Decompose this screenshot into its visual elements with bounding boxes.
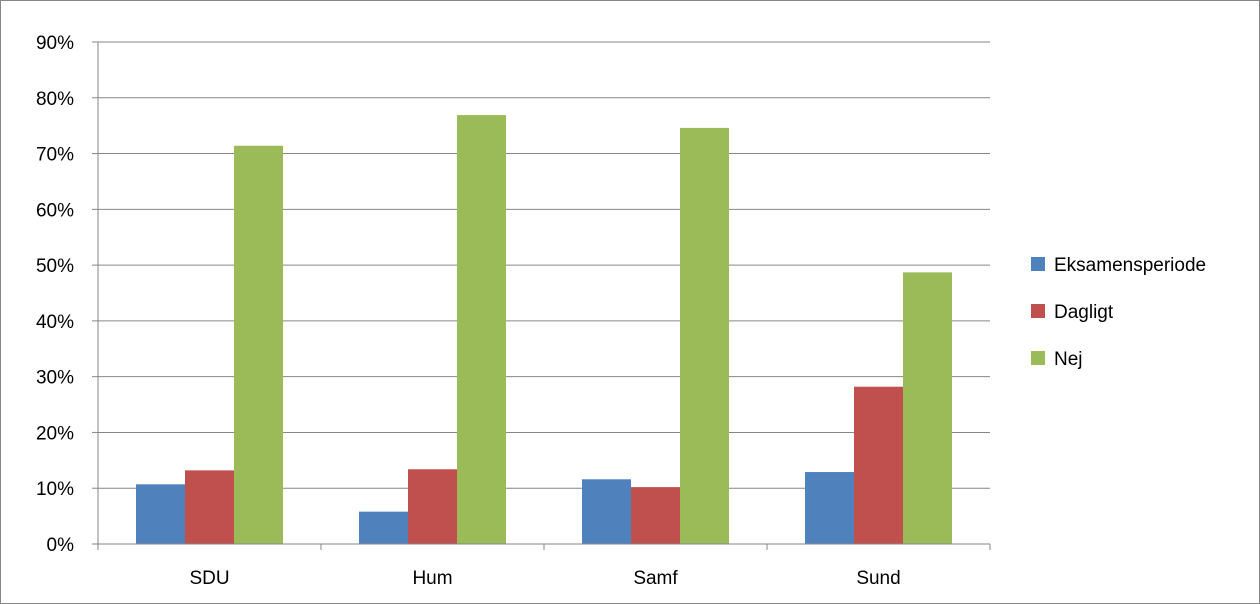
bar-nej-sdu: [234, 145, 283, 544]
y-tick-label: 60%: [36, 200, 74, 221]
legend: Eksamensperiode Dagligt Nej: [1031, 255, 1206, 370]
bar-dagligt-samf: [631, 487, 680, 544]
legend-label-nej: Nej: [1054, 349, 1083, 370]
y-axis-tick-labels: 0% 10% 20% 30% 40% 50% 60% 70% 80% 90%: [36, 33, 99, 556]
bar-eksamensperiode-sund: [805, 472, 854, 544]
legend-label-dagligt: Dagligt: [1054, 302, 1114, 323]
y-tick-label: 40%: [36, 312, 74, 333]
bar-nej-hum: [457, 115, 506, 545]
y-tick-label: 70%: [36, 145, 74, 166]
x-axis: [97, 543, 991, 550]
y-tick-label: 10%: [36, 479, 74, 500]
bars: [136, 115, 952, 545]
bar-eksamensperiode-samf: [582, 479, 631, 544]
bar-dagligt-hum: [408, 469, 457, 544]
bar-dagligt-sdu: [185, 470, 234, 544]
legend-swatch-nej: [1031, 351, 1045, 365]
x-tick-label: Hum: [412, 568, 452, 589]
y-tick-label: 0%: [47, 535, 75, 556]
x-tick-label: Samf: [633, 568, 678, 589]
y-tick-label: 50%: [36, 256, 74, 277]
x-tick-label: SDU: [189, 568, 229, 589]
y-tick-label: 30%: [36, 368, 74, 389]
bar-eksamensperiode-sdu: [136, 484, 185, 544]
bar-eksamensperiode-hum: [359, 511, 408, 544]
legend-label-eksamensperiode: Eksamensperiode: [1054, 255, 1206, 276]
legend-swatch-dagligt: [1031, 304, 1045, 318]
x-tick-label: Sund: [856, 568, 900, 589]
bar-nej-samf: [680, 127, 729, 545]
y-tick-label: 20%: [36, 423, 74, 444]
bar-dagligt-sund: [854, 386, 903, 544]
y-tick-label: 80%: [36, 89, 74, 110]
bar-nej-sund: [903, 272, 952, 544]
legend-swatch-eksamensperiode: [1031, 257, 1045, 271]
y-tick-label: 90%: [36, 33, 74, 54]
x-axis-tick-labels: SDU Hum Samf Sund: [189, 568, 900, 589]
